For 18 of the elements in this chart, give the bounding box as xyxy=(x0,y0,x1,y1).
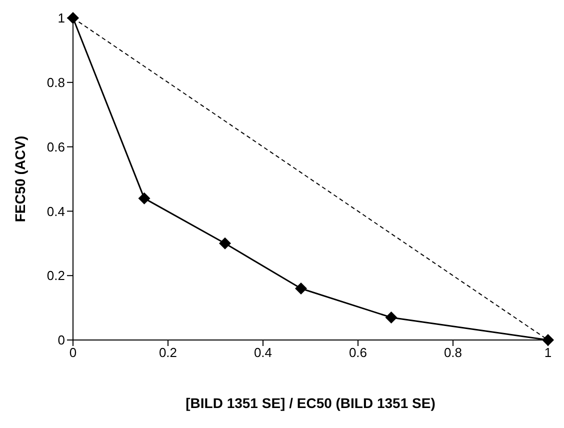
x-tick-label: 1 xyxy=(544,345,552,360)
y-tick-label: 0.2 xyxy=(46,268,65,284)
y-tick-label: 0.4 xyxy=(46,204,65,219)
point xyxy=(385,311,398,324)
point xyxy=(219,237,231,250)
x-tick-label: 0 xyxy=(69,345,77,360)
x-tick-label: 0.8 xyxy=(444,345,462,360)
y-tick-label: 0 xyxy=(58,332,65,348)
x-tick-label: 0.2 xyxy=(158,345,178,360)
point xyxy=(295,282,307,294)
x-tick-label: 0.4 xyxy=(254,345,272,360)
x-axis-title: [BILD 1351 SE] / EC50 (BILD 1351 SE) xyxy=(186,394,436,411)
x-tick-label: 0.6 xyxy=(348,345,368,360)
y-tick-label: 0.6 xyxy=(46,139,65,154)
y-tick-label: 1 xyxy=(58,10,65,26)
point xyxy=(138,192,150,204)
y-tick-label: 0.8 xyxy=(46,75,65,90)
y-axis-title: FEC50 (ACV) xyxy=(12,136,28,222)
